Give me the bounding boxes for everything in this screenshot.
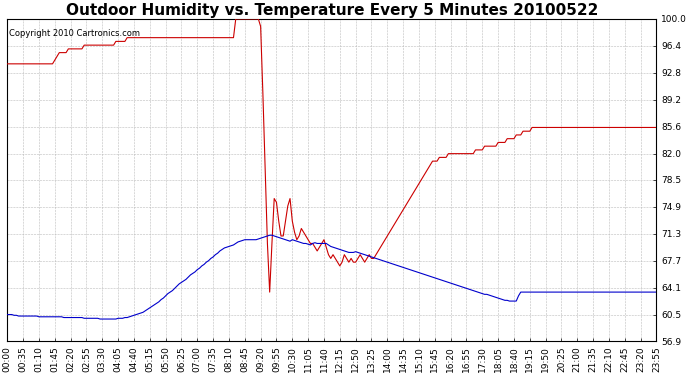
Text: Copyright 2010 Cartronics.com: Copyright 2010 Cartronics.com <box>8 28 139 38</box>
Title: Outdoor Humidity vs. Temperature Every 5 Minutes 20100522: Outdoor Humidity vs. Temperature Every 5… <box>66 3 598 18</box>
